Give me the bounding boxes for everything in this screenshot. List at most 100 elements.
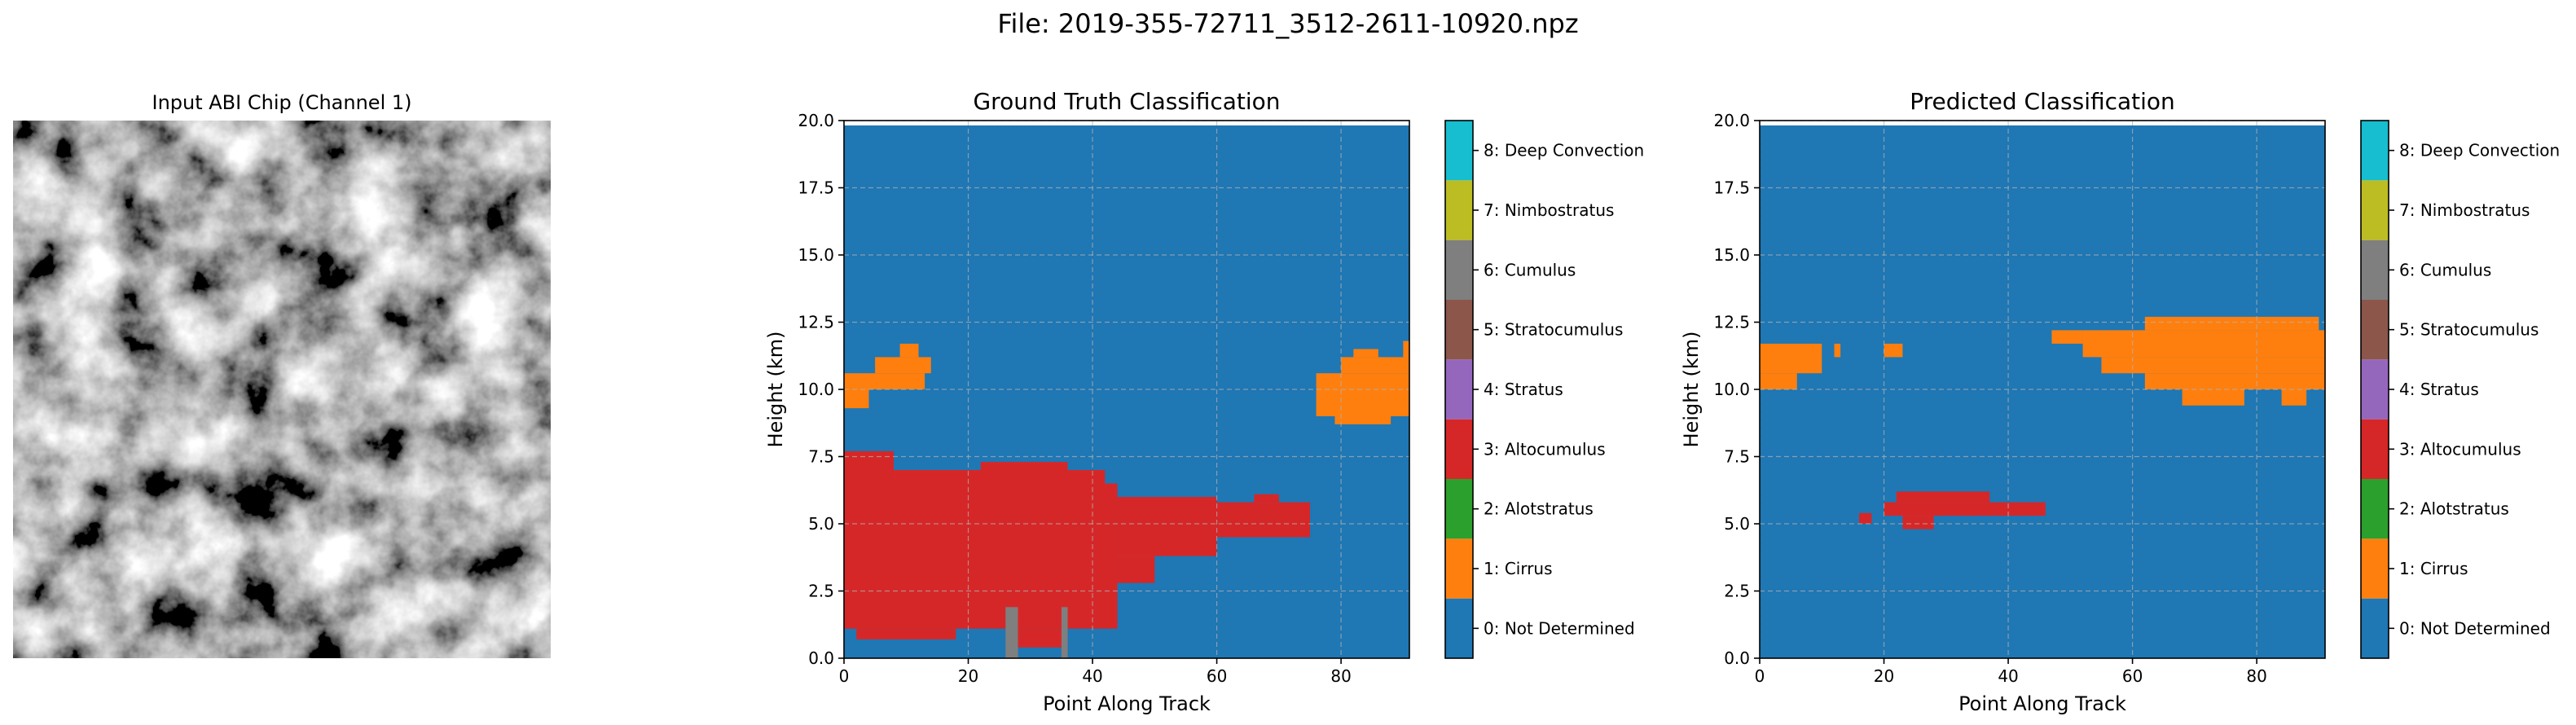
predicted-region xyxy=(2051,330,2083,344)
predicted-ytick-label: 17.5 xyxy=(1713,178,1750,198)
predicted-region xyxy=(2082,330,2325,358)
ground-truth-colorbar-label: 8: Deep Convection xyxy=(1484,141,1644,160)
predicted-xtick-label: 20 xyxy=(1874,666,1894,686)
ground-truth-ytick-label: 12.5 xyxy=(798,313,834,332)
predicted-ytick-label: 20.0 xyxy=(1713,111,1750,130)
predicted-colorbar-segment xyxy=(2361,359,2389,420)
predicted-colorbar-label: 2: Alotstratus xyxy=(2399,499,2509,519)
predicted-xtick-label: 0 xyxy=(1755,666,1765,686)
predicted-colorbar-label: 7: Nimbostratus xyxy=(2399,200,2530,220)
ground-truth-region xyxy=(844,450,895,484)
ground-truth-colorbar-segment xyxy=(1445,598,1473,658)
figure-title: File: 2019-355-72711_3512-2611-10920.npz xyxy=(997,8,1579,39)
predicted-xtick-label: 80 xyxy=(2246,666,2266,686)
predicted-xtick-label: 40 xyxy=(1998,666,2018,686)
predicted-region xyxy=(2101,357,2325,374)
ground-truth-region xyxy=(1334,411,1391,424)
predicted-region xyxy=(2281,389,2307,406)
predicted-colorbar-label: 3: Altocumulus xyxy=(2399,439,2521,459)
predicted-region xyxy=(1896,491,1990,503)
ground-truth-colorbar-label: 5: Stratocumulus xyxy=(1484,320,1623,340)
ground-truth-region xyxy=(1216,502,1310,538)
ground-truth-colorbar-label: 6: Cumulus xyxy=(1484,260,1576,279)
predicted-region xyxy=(1859,512,1872,524)
ground-truth-colorbar-label: 2: Alotstratus xyxy=(1484,499,1594,519)
abi-chip-title: Input ABI Chip (Channel 1) xyxy=(152,91,411,114)
ground-truth-ytick-label: 15.0 xyxy=(798,245,834,265)
ground-truth-ytick-label: 10.0 xyxy=(798,380,834,399)
ground-truth-xlabel: Point Along Track xyxy=(1043,692,1211,715)
ground-truth-colorbar-label: 0: Not Determined xyxy=(1484,618,1635,638)
predicted-colorbar-label: 4: Stratus xyxy=(2399,380,2479,399)
predicted-ytick-label: 10.0 xyxy=(1713,380,1750,399)
ground-truth-colorbar-label: 1: Cirrus xyxy=(1484,559,1553,578)
ground-truth-region xyxy=(894,470,1106,484)
ground-truth-colorbar-frame xyxy=(1444,120,1474,659)
predicted-colorbar-segment xyxy=(2361,121,2389,181)
predicted-region xyxy=(2182,389,2244,406)
predicted-region xyxy=(1902,516,1934,529)
predicted-region xyxy=(1760,343,1822,374)
ground-truth-top-strip xyxy=(844,121,1409,125)
ground-truth-region xyxy=(1061,607,1068,658)
predicted-panel: 0 20 40 60 80 0.0 2.5 5.0 7.5 10.0 12.5 15.0 17.5 20.… xyxy=(1680,88,2560,715)
predicted-colorbar-segment xyxy=(2361,419,2389,479)
predicted-region xyxy=(2144,373,2325,389)
ground-truth-region xyxy=(1117,497,1217,556)
ground-truth-region xyxy=(1005,607,1018,658)
ground-truth-ylabel: Height (km) xyxy=(764,332,787,448)
predicted-top-strip xyxy=(1760,121,2325,125)
ground-truth-region xyxy=(1254,494,1279,503)
ground-truth-ytick-label: 2.5 xyxy=(808,582,834,601)
predicted-xtick-label: 60 xyxy=(2122,666,2143,686)
predicted-colorbar-segment xyxy=(2361,239,2389,300)
ground-truth-ytick-label: 17.5 xyxy=(798,178,834,198)
ground-truth-region xyxy=(844,483,1118,629)
predicted-region xyxy=(1760,373,1797,389)
predicted-region xyxy=(1884,343,1903,358)
ground-truth-colorbar-segment xyxy=(1445,419,1473,479)
predicted-colorbar-label: 5: Stratocumulus xyxy=(2399,320,2539,340)
ground-truth-colorbar-label: 4: Stratus xyxy=(1484,380,1563,399)
ground-truth-colorbar-label: 3: Altocumulus xyxy=(1484,439,1606,459)
ground-truth-xtick-label: 80 xyxy=(1330,666,1351,686)
ground-truth-colorbar-segment xyxy=(1445,121,1473,181)
ground-truth-region xyxy=(1117,556,1155,583)
predicted-colorbar-label: 0: Not Determined xyxy=(2399,618,2551,638)
predicted-region xyxy=(1834,343,1841,358)
predicted-ylabel: Height (km) xyxy=(1680,332,1703,448)
ground-truth-colorbar-segment xyxy=(1445,479,1473,539)
ground-truth-colorbar-label: 7: Nimbostratus xyxy=(1484,200,1614,220)
abi-chip-panel: Input ABI Chip (Channel 1) xyxy=(13,91,551,658)
predicted-xlabel: Point Along Track xyxy=(1958,692,2126,715)
ground-truth-title: Ground Truth Classification xyxy=(973,88,1280,115)
ground-truth-region xyxy=(1341,357,1409,374)
ground-truth-region xyxy=(1353,349,1378,358)
ground-truth-ytick-label: 20.0 xyxy=(798,111,834,130)
ground-truth-xtick-label: 40 xyxy=(1082,666,1102,686)
predicted-region xyxy=(1884,502,2046,516)
ground-truth-region xyxy=(899,343,919,358)
abi-chip-image xyxy=(13,121,551,658)
ground-truth-xtick-label: 0 xyxy=(839,666,850,686)
predicted-colorbar-label: 6: Cumulus xyxy=(2399,260,2491,279)
predicted-colorbar-segment xyxy=(2361,598,2389,658)
ground-truth-colorbar-segment xyxy=(1445,538,1473,599)
predicted-colorbar-segment xyxy=(2361,538,2389,599)
ground-truth-xtick-label: 60 xyxy=(1207,666,1227,686)
predicted-colorbar-segment xyxy=(2361,180,2389,240)
predicted-ytick-label: 2.5 xyxy=(1724,582,1750,601)
ground-truth-ytick-label: 0.0 xyxy=(808,648,834,668)
predicted-region xyxy=(2144,316,2319,331)
ground-truth-region xyxy=(1018,628,1062,648)
predicted-ytick-label: 12.5 xyxy=(1713,313,1750,332)
predicted-ytick-label: 5.0 xyxy=(1724,514,1750,534)
ground-truth-ytick-label: 7.5 xyxy=(808,447,834,467)
predicted-colorbar-label: 1: Cirrus xyxy=(2399,559,2468,578)
ground-truth-region xyxy=(1316,373,1409,416)
predicted-title: Predicted Classification xyxy=(1910,88,2175,115)
ground-truth-colorbar-segment xyxy=(1445,239,1473,300)
ground-truth-region xyxy=(844,373,925,389)
predicted-ytick-label: 15.0 xyxy=(1713,245,1750,265)
predicted-colorbar-label: 8: Deep Convection xyxy=(2399,141,2560,160)
